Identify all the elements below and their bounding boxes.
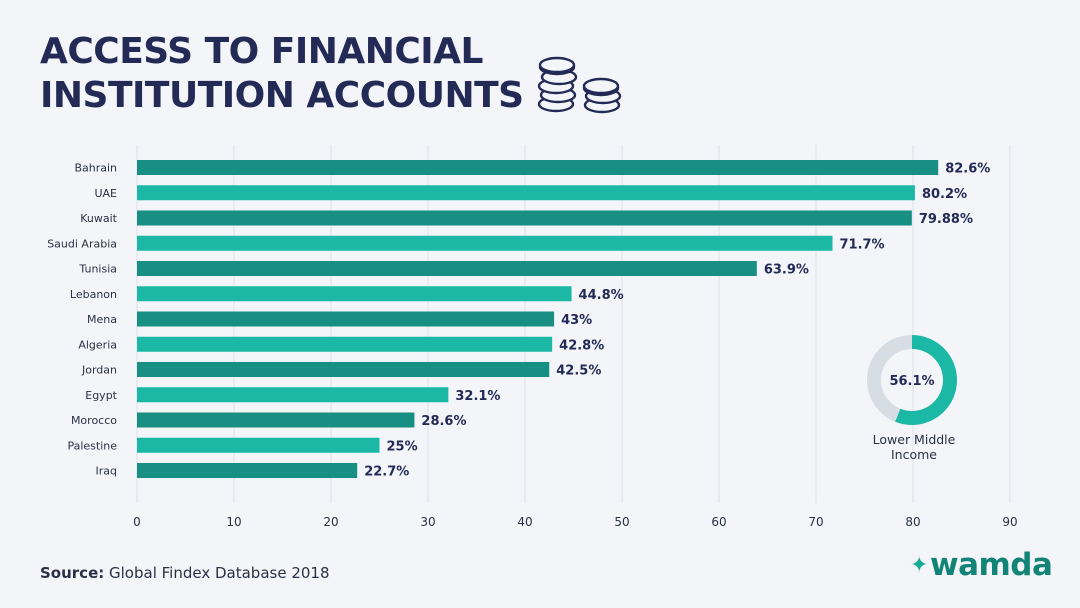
bar <box>137 362 550 377</box>
value-label: 79.88% <box>919 212 973 227</box>
category-label: Kuwait <box>80 212 117 225</box>
x-tick-label: 70 <box>808 515 823 529</box>
x-tick-label: 30 <box>420 515 435 529</box>
donut-chart: 56.1% <box>867 335 957 425</box>
bars <box>137 160 939 478</box>
value-label: 42.8% <box>559 338 604 353</box>
x-tick-label: 80 <box>905 515 920 529</box>
bar <box>137 336 553 352</box>
sparkle-icon: ✦ <box>910 553 928 578</box>
category-label: Bahrain <box>74 162 117 175</box>
category-label: Lebanon <box>70 288 117 301</box>
bar <box>137 387 449 403</box>
value-label: 44.8% <box>579 288 624 303</box>
category-label: Tunisia <box>78 263 117 276</box>
donut-arc <box>895 335 957 425</box>
category-label: Egypt <box>85 389 117 402</box>
bar-chart: 0 10 20 30 40 50 60 70 80 90 Bahrain 82.6% UAE 80.2% K… <box>47 145 1018 530</box>
labels: 0 10 20 30 40 50 60 70 80 90 Bahrain 82.6% UAE 80.2% K… <box>47 162 1017 530</box>
bar <box>137 463 358 478</box>
title-line-2: INSTITUTION ACCOUNTS <box>40 75 524 116</box>
value-label: 63.9% <box>764 263 809 278</box>
coins-icon <box>537 56 622 114</box>
x-tick-label: 60 <box>711 515 726 529</box>
value-label: 82.6% <box>945 162 990 177</box>
value-label: 80.2% <box>922 187 967 202</box>
value-label: 43% <box>561 313 592 328</box>
x-tick-label: 20 <box>323 515 338 529</box>
category-label: Mena <box>87 313 117 326</box>
donut-caption-line-2: Income <box>891 447 937 462</box>
category-label: Saudi Arabia <box>47 237 117 250</box>
bar <box>137 185 915 201</box>
title-line-1: ACCESS TO FINANCIAL <box>40 31 483 72</box>
x-tick-label: 50 <box>614 515 629 529</box>
category-label: Jordan <box>81 364 117 377</box>
source-label: Source: <box>40 564 105 582</box>
x-tick-label: 0 <box>133 515 141 529</box>
brand-name: wamda <box>929 547 1053 583</box>
bar <box>137 160 939 175</box>
bar <box>137 261 757 276</box>
bar <box>137 412 415 428</box>
category-label: Algeria <box>78 338 117 351</box>
donut-caption-line-1: Lower Middle <box>872 432 956 447</box>
category-label: Iraq <box>96 465 118 478</box>
value-label: 71.7% <box>839 237 884 252</box>
bar <box>137 210 912 226</box>
category-label: Morocco <box>71 414 117 427</box>
donut-caption: Lower Middle Income <box>852 432 976 462</box>
bar <box>137 235 833 251</box>
x-tick-label: 40 <box>517 515 532 529</box>
brand-logo: ✦wamda <box>910 547 1053 583</box>
value-label: 25% <box>387 439 418 454</box>
chart-title: ACCESS TO FINANCIAL INSTITUTION ACCOUNTS <box>40 30 524 118</box>
value-label: 22.7% <box>364 465 409 480</box>
category-label: Palestine <box>67 439 117 452</box>
bar <box>137 311 555 327</box>
x-tick-label: 90 <box>1002 515 1017 529</box>
donut-value: 56.1% <box>889 374 934 389</box>
source-note: Source: Global Findex Database 2018 <box>40 564 330 582</box>
bar <box>137 286 572 302</box>
source-text: Global Findex Database 2018 <box>104 564 330 582</box>
x-tick-label: 10 <box>226 515 241 529</box>
value-label: 28.6% <box>421 414 466 429</box>
category-label: UAE <box>94 187 117 200</box>
value-label: 32.1% <box>455 389 500 404</box>
bar <box>137 437 380 453</box>
value-label: 42.5% <box>556 364 601 379</box>
